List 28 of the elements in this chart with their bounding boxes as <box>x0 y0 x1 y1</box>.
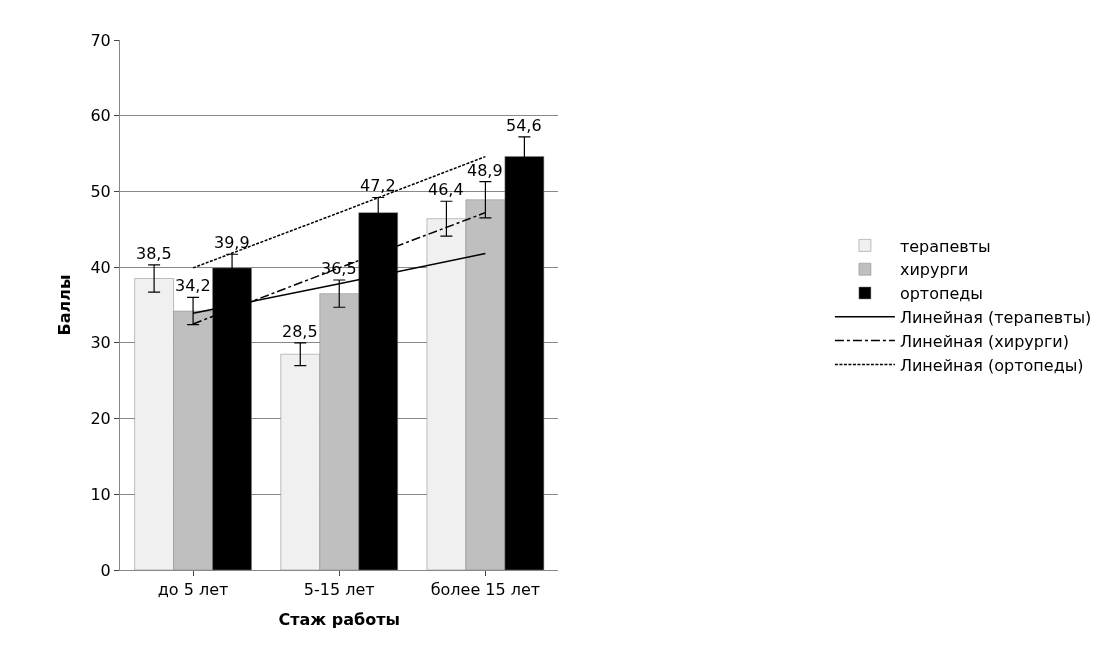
legend-label: Линейная (ортопеды) <box>899 355 1084 375</box>
x-tick-label: 5-15 лет <box>303 580 375 600</box>
legend-label: ортопеды <box>899 284 983 304</box>
legend-label: Линейная (терапевты) <box>899 308 1092 328</box>
x-tick-label: до 5 лет <box>157 580 229 600</box>
y-tick-label: 50 <box>90 182 111 202</box>
y-tick-label: 40 <box>90 257 111 277</box>
x-tick-label: более 15 лет <box>430 580 541 600</box>
data-label: 39,9 <box>214 233 250 252</box>
x-axis-title: Стаж работы <box>278 609 400 629</box>
y-axis-title: Баллы <box>55 274 75 336</box>
y-tick-label: 20 <box>90 409 111 429</box>
data-label: 36,5 <box>321 259 357 278</box>
y-tick-label: 10 <box>90 484 111 504</box>
legend-label: хирурги <box>899 260 969 280</box>
y-tick-label: 60 <box>90 106 111 126</box>
data-label: 48,9 <box>467 161 503 180</box>
y-tick-label: 30 <box>90 333 111 353</box>
data-label: 46,4 <box>428 180 464 199</box>
y-tick-label: 70 <box>90 30 111 50</box>
data-label: 54,6 <box>506 116 542 135</box>
legend-label: Линейная (хирурги) <box>899 331 1069 351</box>
data-label: 38,5 <box>136 244 172 263</box>
data-label: 34,2 <box>175 276 211 295</box>
data-label: 28,5 <box>282 322 318 341</box>
data-label: 47,2 <box>360 176 396 195</box>
legend-label: терапевты <box>899 236 991 256</box>
y-tick-label: 0 <box>100 560 111 580</box>
